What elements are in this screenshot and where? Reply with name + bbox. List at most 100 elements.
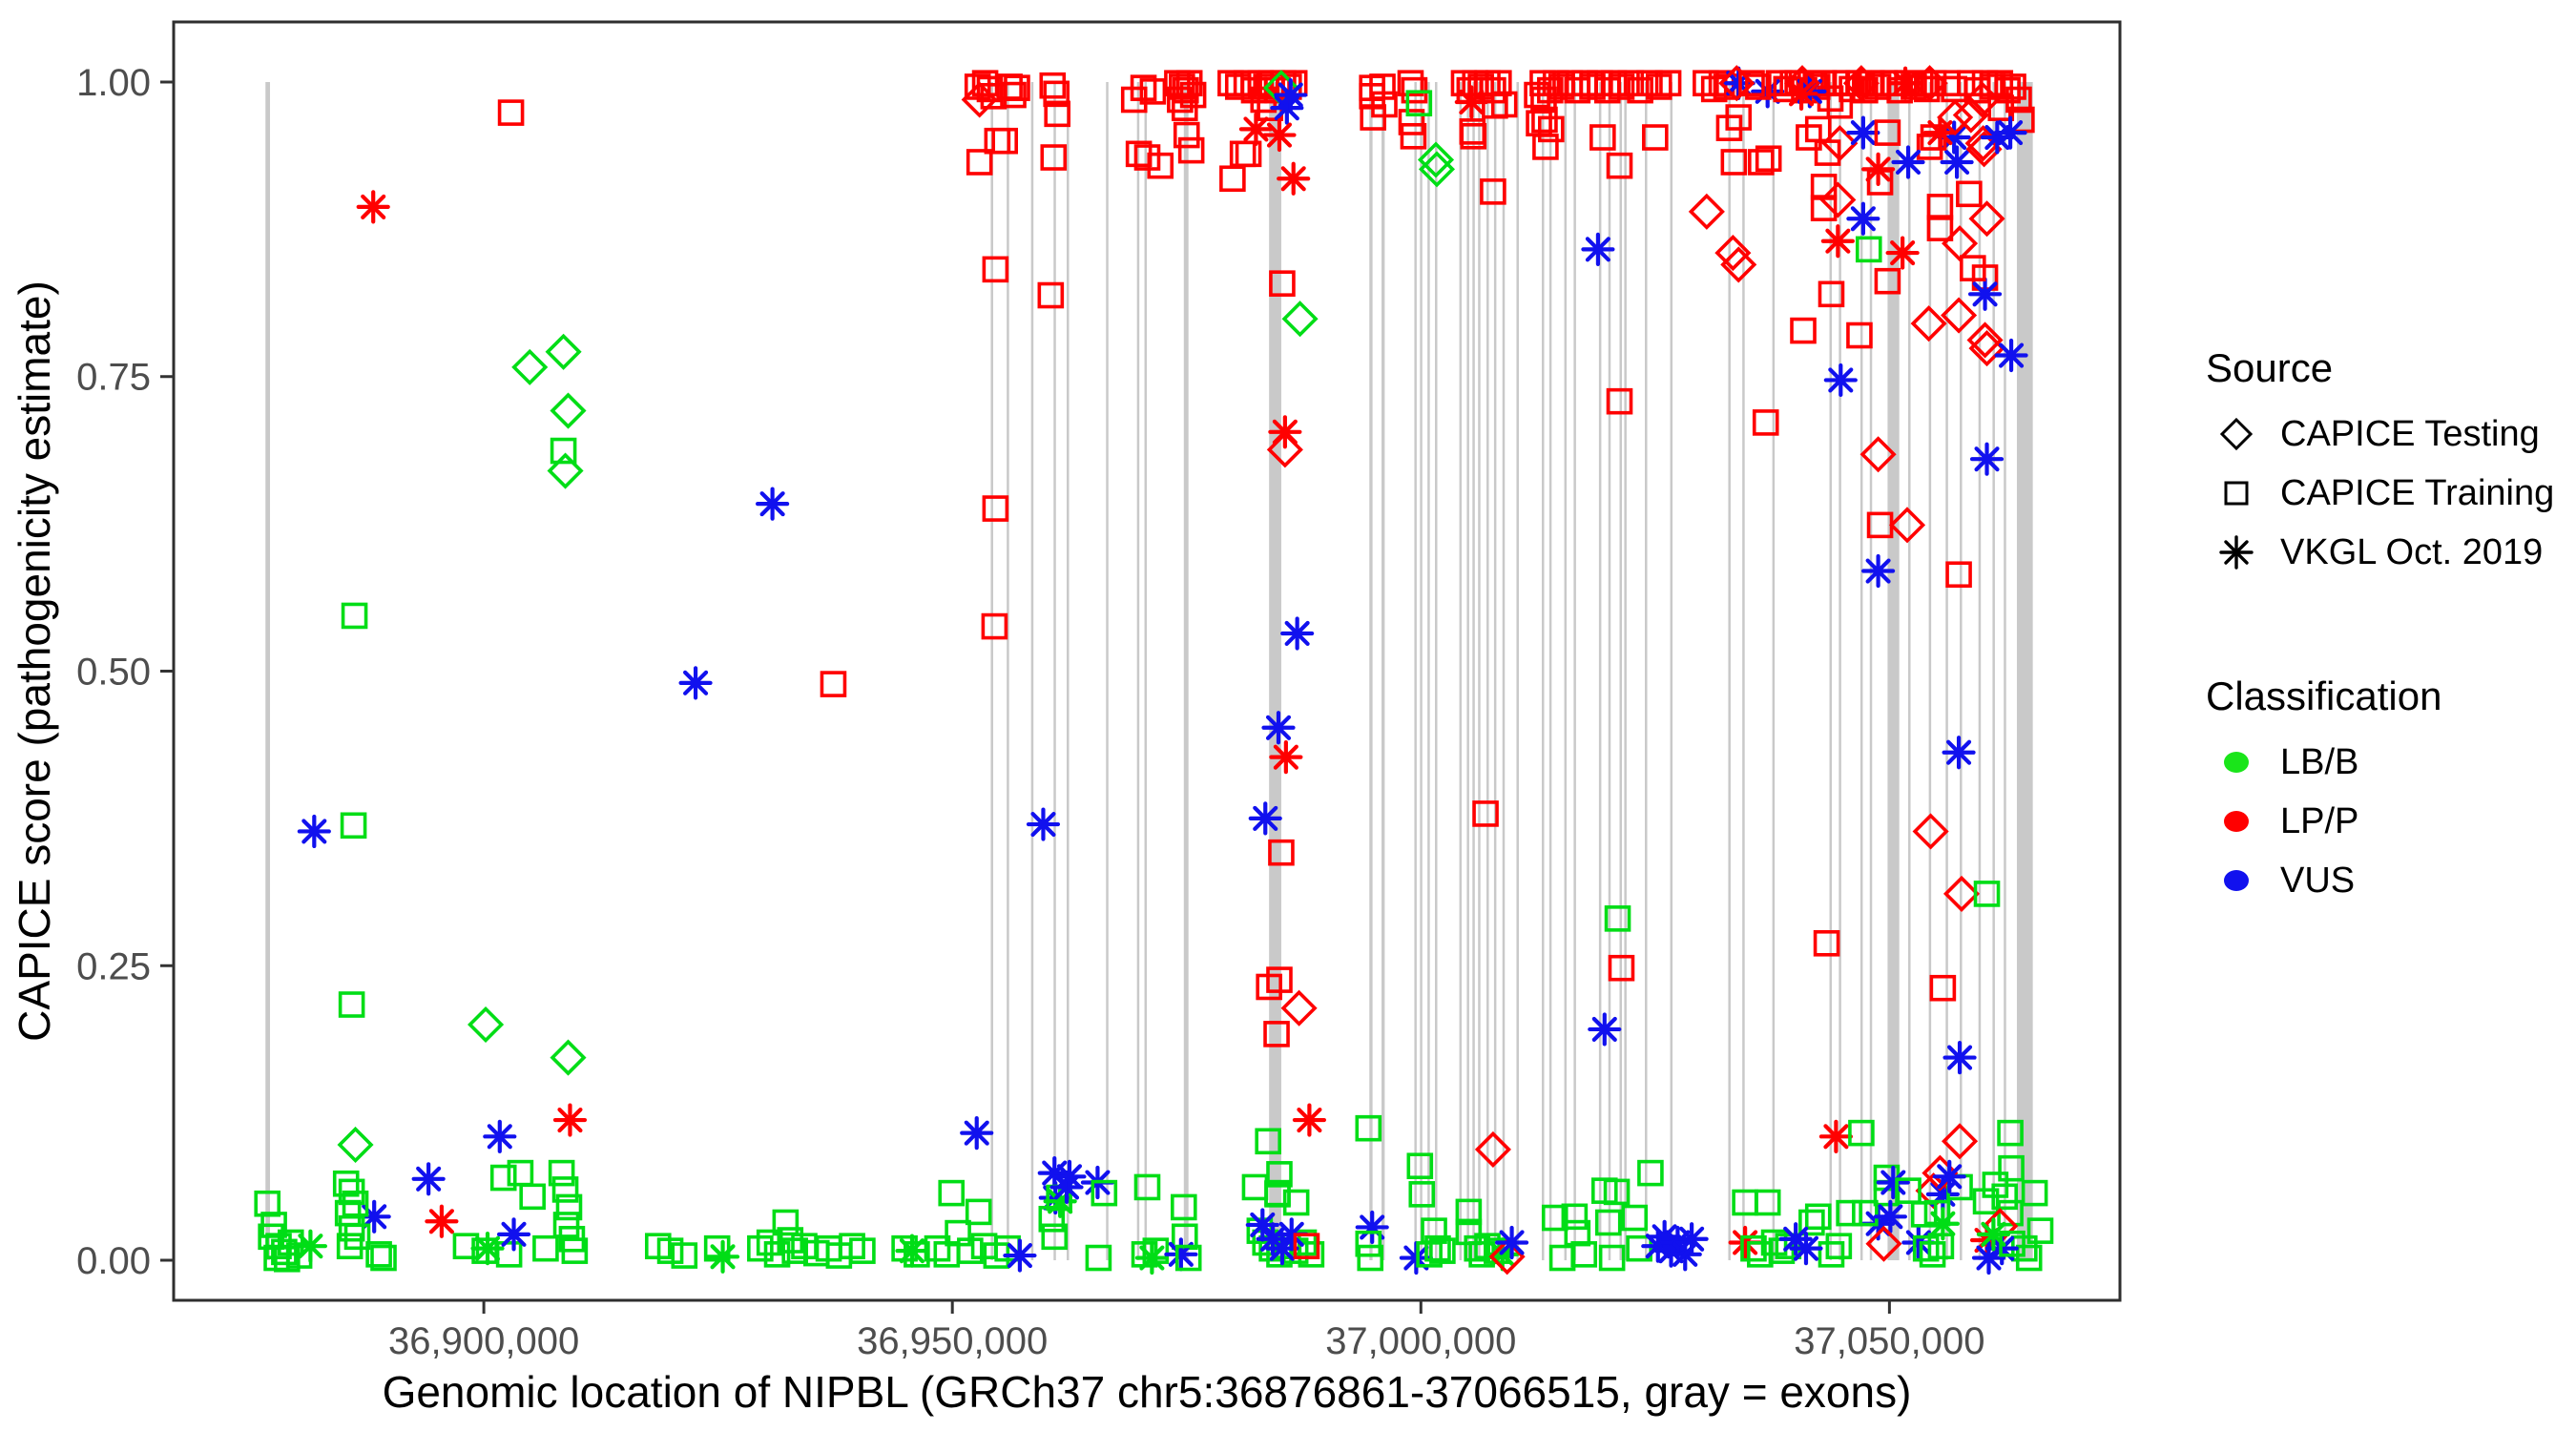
data-point-diamond <box>1474 1130 1511 1168</box>
data-point-diamond <box>1965 131 2003 168</box>
data-point-asterisk <box>1925 1207 1960 1241</box>
legend-item-lpp: LP/P <box>2206 792 2549 851</box>
data-point-square <box>1715 114 1743 141</box>
data-point-square <box>1848 1119 1875 1147</box>
exon-bar <box>1136 81 1140 1261</box>
data-point-square <box>1866 169 1894 196</box>
data-point-square <box>1600 70 1628 97</box>
data-point-square <box>1255 1128 1281 1155</box>
data-point-square <box>1472 800 1499 827</box>
exon-bar <box>1486 81 1489 1261</box>
data-point-square <box>1693 70 1719 97</box>
data-point-asterisk <box>1355 1210 1389 1245</box>
data-point-diamond <box>511 348 549 385</box>
data-point-diamond <box>1941 297 1978 334</box>
data-point-square <box>1133 1173 1161 1201</box>
data-point-square <box>1825 1233 1853 1259</box>
legend-label: CAPICE Training <box>2280 472 2555 513</box>
data-point-square <box>1627 76 1653 104</box>
data-point-square <box>1929 974 1957 1002</box>
data-point-asterisk <box>1937 120 1971 155</box>
data-point-asterisk <box>1134 1240 1170 1275</box>
data-point-square <box>1608 954 1635 982</box>
data-point-square <box>957 1237 984 1264</box>
panel-border <box>172 20 2122 1302</box>
x-tick-label: 37,000,000 <box>1325 1320 1516 1362</box>
data-point-asterisk <box>470 1232 505 1266</box>
data-point-asterisk <box>1922 115 1958 150</box>
data-point-square <box>1810 195 1838 221</box>
data-point-asterisk <box>1993 115 2027 150</box>
data-point-diamond <box>1942 875 1981 912</box>
legend-item-vus: VUS <box>2206 851 2549 910</box>
data-point-square <box>1755 145 1782 173</box>
exon-bar <box>1427 81 1430 1261</box>
data-point-square <box>1886 76 1913 104</box>
exon-bar <box>1472 81 1475 1261</box>
data-point-square <box>1880 70 1907 97</box>
data-point-diamond <box>1714 235 1752 272</box>
data-point-square <box>1355 1230 1382 1257</box>
legend-item-vkgl: VKGL Oct. 2019 <box>2206 523 2549 582</box>
data-point-square <box>1400 122 1427 150</box>
exon-bar <box>1908 81 1911 1261</box>
data-point-square <box>1852 1199 1879 1227</box>
red-dot-icon <box>2206 795 2267 848</box>
data-point-diamond <box>1266 431 1303 468</box>
data-point-square <box>1219 165 1246 193</box>
exon-bar <box>1573 81 1576 1261</box>
data-point-asterisk <box>1262 117 1297 153</box>
data-point-square <box>548 1159 575 1187</box>
data-point-square <box>532 1234 559 1262</box>
data-point-asterisk <box>1588 1012 1622 1047</box>
y-tick-label: 0.50 <box>76 651 151 693</box>
data-point-square <box>849 1237 876 1264</box>
data-point-asterisk <box>1942 736 1976 770</box>
data-point-square <box>966 149 993 176</box>
data-point-diamond <box>1281 301 1319 338</box>
legend-label: VUS <box>2280 860 2356 901</box>
data-point-square <box>1972 1188 2000 1215</box>
data-point-square <box>1421 1217 1447 1244</box>
data-point-square <box>924 1234 951 1262</box>
data-point-square <box>1945 561 1972 589</box>
exon-bar <box>1608 81 1611 1261</box>
data-point-square <box>1406 1152 1434 1180</box>
data-point-asterisk <box>1940 145 1974 179</box>
data-point-diamond <box>337 1126 374 1164</box>
y-axis-title: CAPICE score (pathogenicity estimate) <box>10 280 59 1042</box>
data-point-square <box>365 1241 392 1268</box>
data-point-square <box>1637 1159 1664 1187</box>
legend-item-lbb: LB/B <box>2206 733 2549 792</box>
data-point-square <box>982 256 1009 283</box>
legend-label: LB/B <box>2280 741 2359 782</box>
data-point-square <box>1926 215 1954 241</box>
data-point-asterisk <box>496 1217 531 1252</box>
data-point-asterisk <box>1820 224 1855 259</box>
data-point-square <box>1268 839 1295 866</box>
legend-label: CAPICE Testing <box>2280 413 2540 454</box>
exon-bar <box>1869 81 1873 1261</box>
data-point-diamond <box>1688 193 1725 230</box>
data-point-square <box>1142 1237 1170 1264</box>
blue-dot-icon <box>2206 854 2267 907</box>
data-point-diamond <box>1968 330 2005 367</box>
data-point-square <box>552 1212 580 1238</box>
legend-label: LP/P <box>2280 800 2359 841</box>
exon-bar <box>1369 81 1373 1261</box>
data-point-square <box>555 1193 583 1221</box>
data-point-square <box>1760 1229 1788 1256</box>
data-point-square <box>1147 152 1174 179</box>
exon-bar <box>1728 81 1731 1261</box>
data-point-square <box>1532 134 1559 160</box>
data-point-square <box>452 1233 480 1259</box>
data-point-square <box>2021 1179 2048 1207</box>
data-point-square <box>1570 1241 1597 1268</box>
data-point-asterisk <box>1818 1119 1853 1153</box>
data-point-square <box>1804 1203 1832 1231</box>
data-point-square <box>1608 73 1635 100</box>
exon-bar <box>1992 81 1995 1261</box>
data-point-asterisk <box>1976 1217 2011 1252</box>
data-point-square <box>1474 1233 1501 1259</box>
x-axis-title: Genomic location of NIPBL (GRCh37 chr5:3… <box>383 1367 1912 1417</box>
